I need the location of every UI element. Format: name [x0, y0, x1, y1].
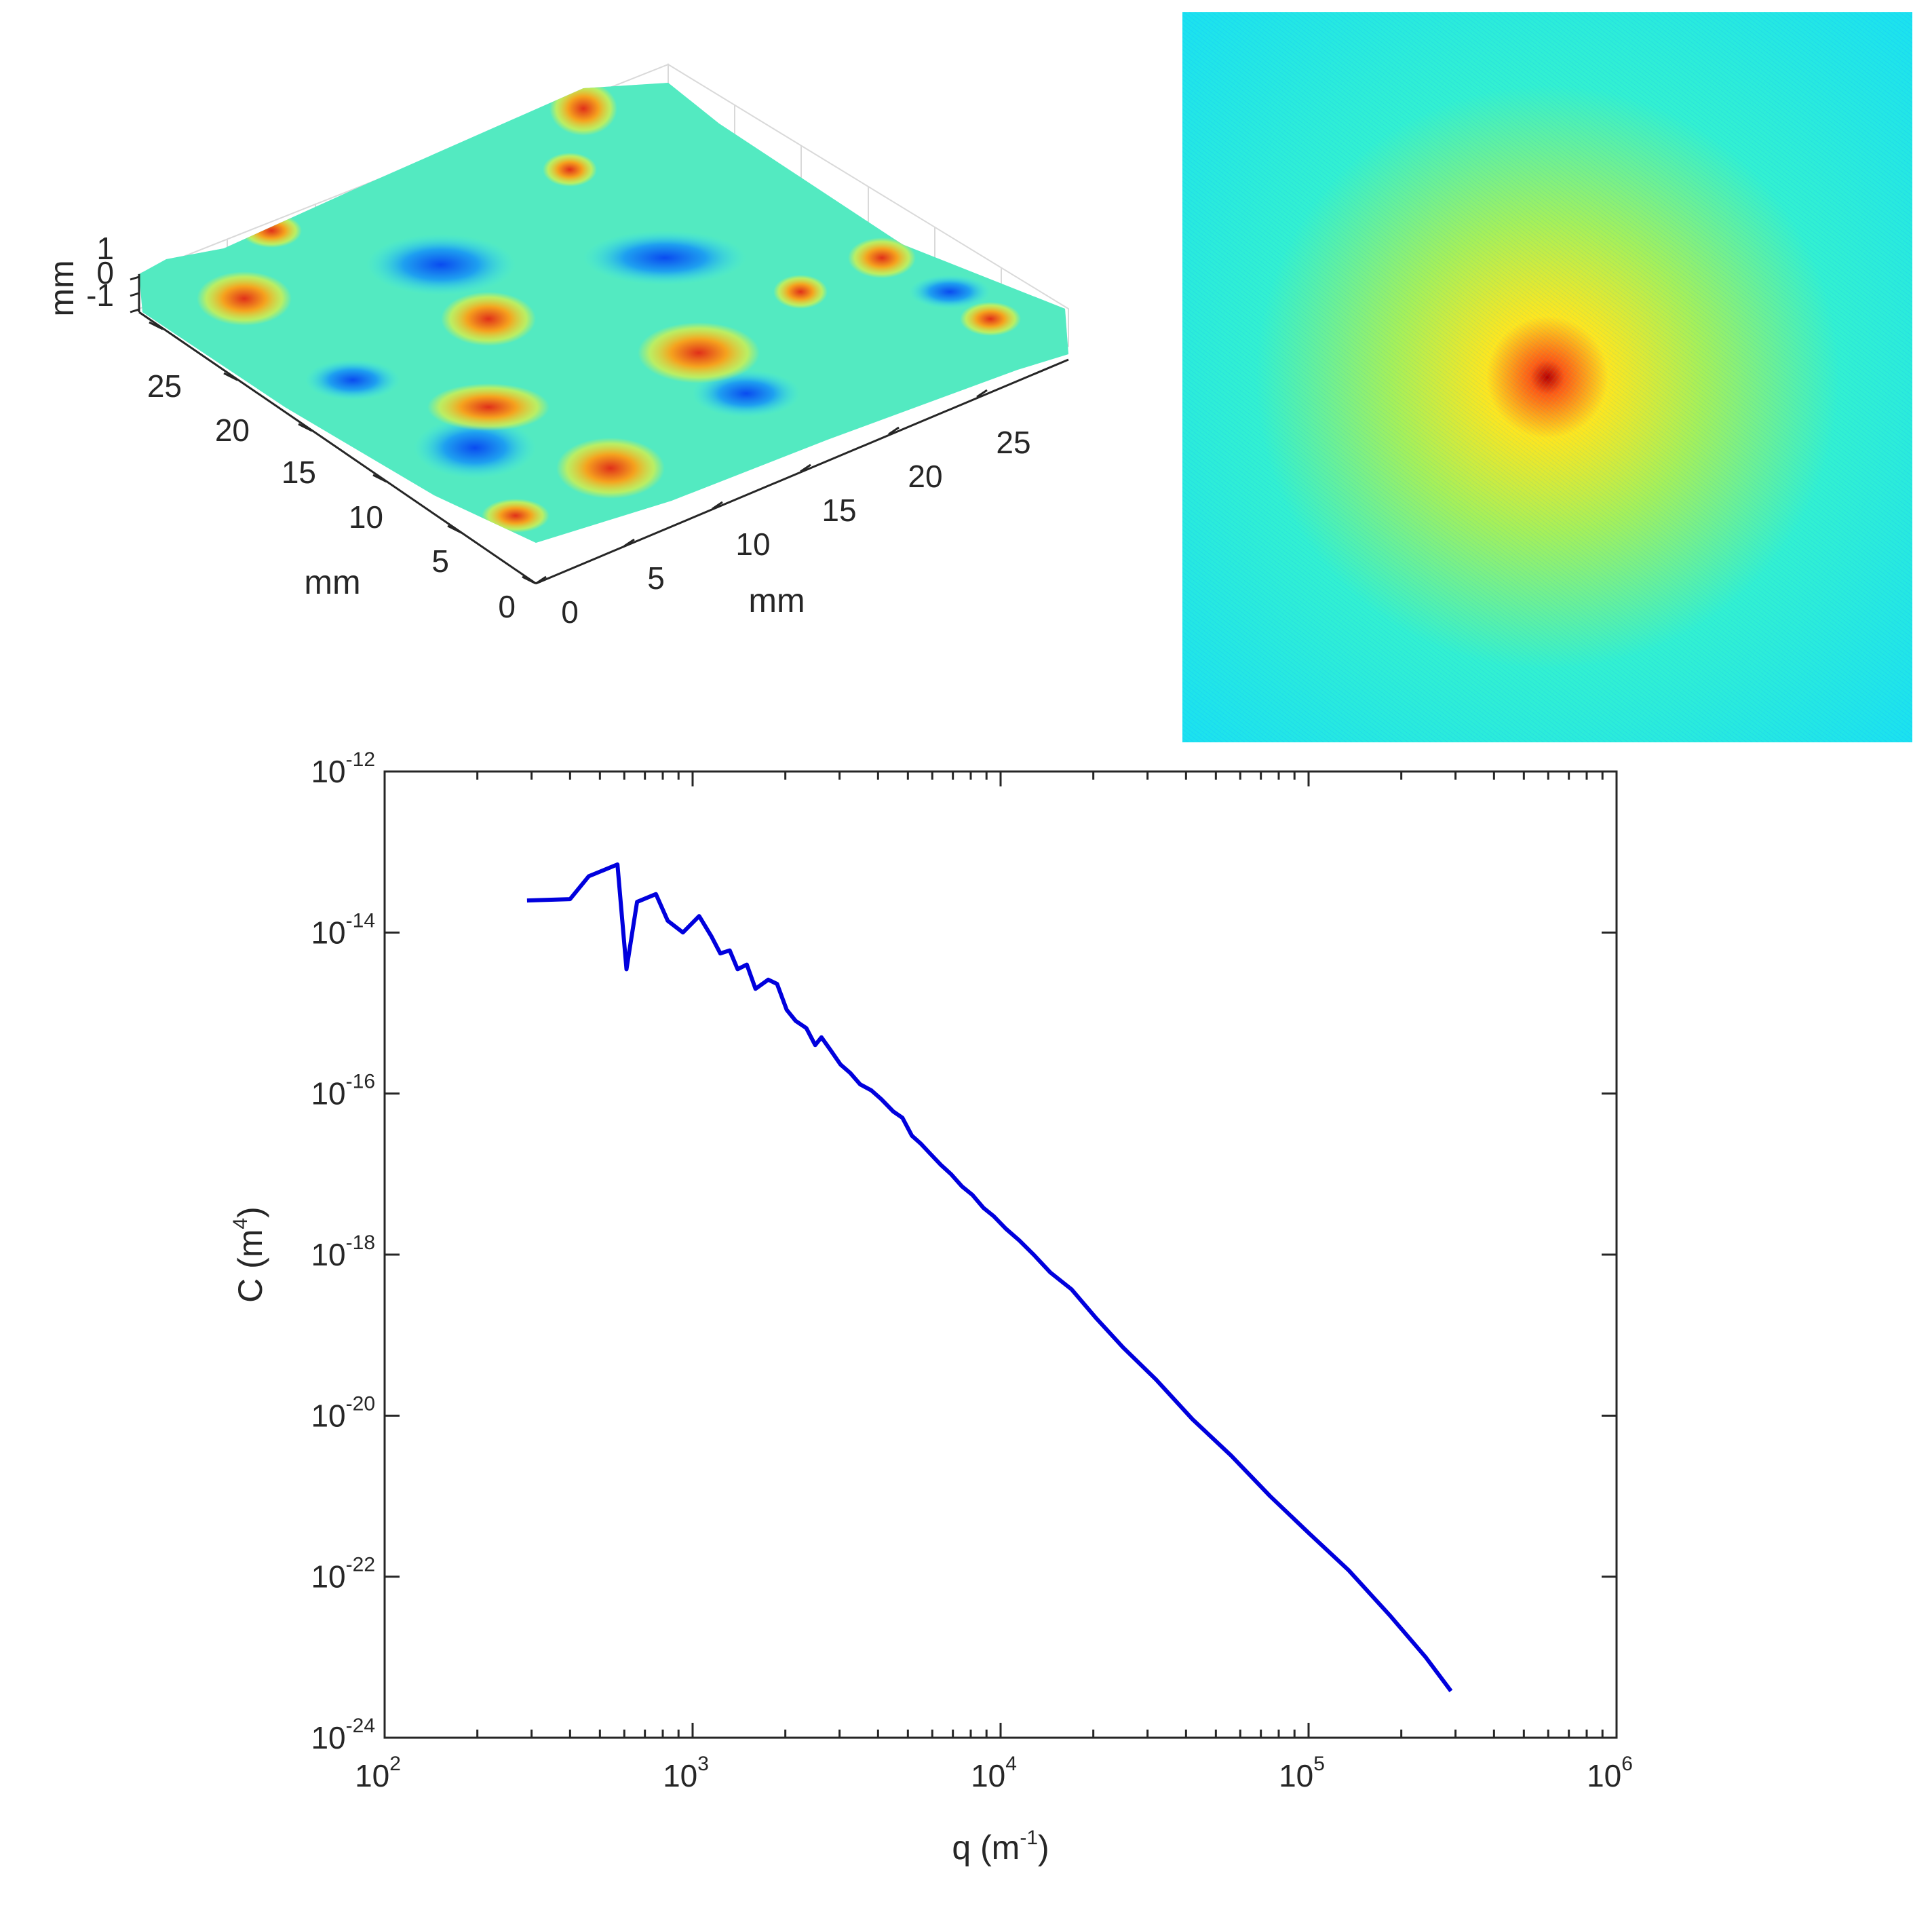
- x-tick-label: 10: [735, 527, 770, 562]
- z-tick-label: 1: [96, 231, 114, 266]
- x-tick-label: 102: [355, 1753, 401, 1793]
- x-tick-label: 5: [647, 560, 665, 596]
- y-axis-label: C (m4): [229, 1206, 269, 1303]
- x-tick-label: 0: [561, 594, 579, 630]
- x-tick-label: 25: [996, 425, 1030, 460]
- psd-series-line: [526, 862, 1453, 1692]
- y-tick-label: 10-24: [311, 1715, 375, 1755]
- surface-y-tick-labels: 0 5 10 15 20 25: [147, 368, 516, 624]
- psd-chart: 102 103 104 105 106 10-12 10-14 10-16 10-18 10-2…: [229, 748, 1633, 1867]
- x-axis-label: q (m-1): [952, 1827, 1049, 1867]
- surface-ticks: [130, 275, 988, 585]
- spectrum-gradient: [1182, 12, 1912, 742]
- y-tick-label: 25: [147, 368, 182, 404]
- psd-chart-panel: 102 103 104 105 106 10-12 10-14 10-16 10-18 10-2…: [0, 746, 1932, 1922]
- y-tick-label: 10-14: [311, 909, 375, 950]
- major-ticks: [383, 770, 1618, 1739]
- surface-y-axis-label: mm: [304, 563, 360, 601]
- y-tick-label: 10-22: [311, 1554, 375, 1595]
- x-tick-label: 104: [971, 1753, 1017, 1793]
- x-tick-label: 105: [1279, 1753, 1325, 1793]
- z-tick-label: 0: [96, 255, 114, 290]
- y-tick-label: 10-12: [311, 748, 375, 789]
- z-tick-label: -1: [86, 278, 114, 313]
- y-tick-label: 20: [215, 413, 250, 448]
- surface-x-tick-labels: 0 5 10 15 20 25: [561, 425, 1030, 630]
- y-tick-label: 10: [349, 499, 383, 535]
- y-tick-label: 10-20: [311, 1392, 375, 1433]
- y-tick-label: 5: [431, 544, 449, 579]
- surface-z-tick-labels: 1 0 -1: [86, 231, 114, 313]
- x-tick-label: 103: [663, 1753, 709, 1793]
- x-tick-label: 106: [1587, 1753, 1633, 1793]
- x-tick-label: 15: [822, 493, 856, 528]
- y-tick-label: 10-16: [311, 1071, 375, 1111]
- surface-plot: 1 0 -1 mm 0 5 10 15 20 25 mm 0 5 10 15 2…: [43, 63, 1069, 630]
- y-tick-label: 0: [498, 589, 516, 624]
- plot-frame: [383, 770, 1618, 1739]
- minor-ticks: [476, 771, 1604, 1738]
- power-spectrum-image: [1182, 12, 1912, 742]
- y-tick-label: 10-18: [311, 1232, 375, 1272]
- y-tick-label: 15: [282, 455, 316, 490]
- x-tick-labels: 102 103 104 105 106: [355, 1753, 1633, 1793]
- x-tick-label: 20: [908, 459, 942, 494]
- surface-x-axis-label: mm: [748, 582, 805, 620]
- surface-plot-panel: 1 0 -1 mm 0 5 10 15 20 25 mm 0 5 10 15 2…: [0, 0, 1126, 679]
- spectrum-noise: [1182, 12, 1912, 742]
- surface-z-axis-label: mm: [43, 260, 81, 316]
- y-tick-labels: 10-12 10-14 10-16 10-18 10-20 10-22 10-24: [311, 748, 375, 1755]
